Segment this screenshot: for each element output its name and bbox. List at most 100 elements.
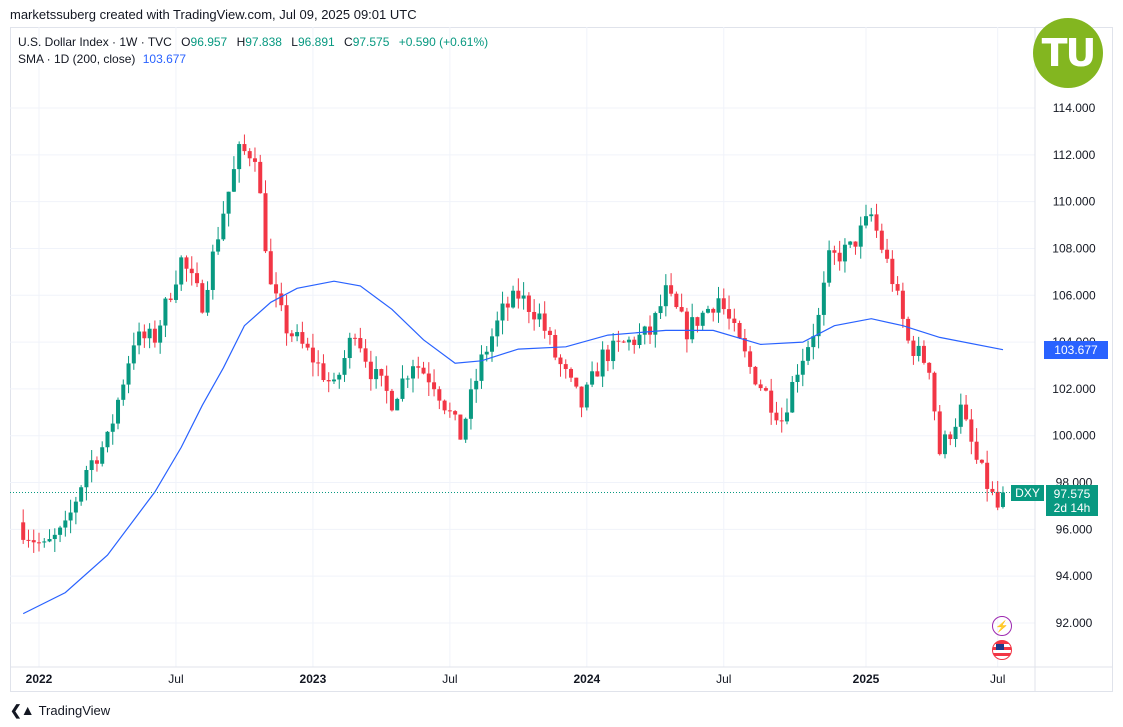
high-label: H <box>236 35 246 49</box>
candle-body <box>42 541 47 543</box>
candles <box>21 134 1005 553</box>
candle-body <box>837 252 842 262</box>
time-tick-label: Jul <box>168 672 183 686</box>
sma-polyline <box>22 280 1004 615</box>
us-flag-icon[interactable] <box>992 640 1012 660</box>
price-chart[interactable]: 114.000112.000110.000108.000106.000104.0… <box>10 27 1113 692</box>
candle-body <box>21 522 26 540</box>
candle-body <box>279 293 284 306</box>
footer-brand[interactable]: TradingView <box>38 703 111 718</box>
candle-body <box>505 303 510 308</box>
brand-logo-text: TU <box>1041 31 1097 75</box>
candle-body <box>879 230 884 250</box>
candle-body <box>58 527 63 535</box>
candle-body <box>658 306 663 314</box>
candle-body <box>653 313 658 335</box>
candle-body <box>490 336 495 352</box>
candle-body <box>358 338 363 349</box>
last-price-badge-text: 97.575 <box>1054 487 1091 501</box>
candle-body <box>864 216 868 226</box>
candle-body <box>195 273 200 284</box>
price-tick-label: 110.000 <box>1053 195 1096 209</box>
candle-body <box>421 367 426 374</box>
low-value: 96.891 <box>297 35 335 49</box>
candle-body <box>484 351 489 355</box>
candle-body <box>268 251 273 285</box>
close-label: C <box>344 35 353 49</box>
candle-body <box>537 313 542 320</box>
candle-body <box>711 308 716 313</box>
candle-body <box>100 447 105 464</box>
candle-body <box>674 293 679 308</box>
candle-body <box>526 295 531 312</box>
candle-body <box>221 213 226 240</box>
candle-body <box>632 339 637 345</box>
candle-body <box>474 380 479 390</box>
sma-legend[interactable]: SMA · 1D (200, close) 103.677 <box>18 52 186 66</box>
candle-body <box>252 158 257 162</box>
brand-logo: TU <box>1033 18 1103 88</box>
symbol-legend: U.S. Dollar Index · 1W · TVC O96.957 H 97… <box>18 35 488 49</box>
candle-body <box>274 284 279 294</box>
candle-body <box>458 414 463 440</box>
candle-body <box>47 539 52 542</box>
candle-body <box>189 268 194 274</box>
candle-body <box>363 348 368 362</box>
candle-body <box>932 372 937 412</box>
candle-body <box>542 313 547 331</box>
candle-body <box>237 144 242 170</box>
candle-body <box>68 512 73 521</box>
low-label: L <box>291 35 298 49</box>
candle-body <box>874 214 879 231</box>
candle-body <box>131 345 136 364</box>
candle-body <box>379 369 384 376</box>
price-axis[interactable]: 114.000112.000110.000108.000106.000104.0… <box>1052 101 1096 630</box>
candle-body <box>389 390 394 411</box>
candle-body <box>511 290 516 308</box>
candle-body <box>590 371 595 385</box>
candle-body <box>906 318 911 341</box>
sma-legend-label: SMA · 1D (200, close) <box>18 52 136 66</box>
candle-body <box>205 289 210 313</box>
open-value: 96.957 <box>190 35 228 49</box>
candle-body <box>258 161 263 194</box>
change-value: +0.590 (+0.61%) <box>398 35 489 49</box>
candle-body <box>774 412 779 421</box>
candle-body <box>763 388 768 391</box>
candle-body <box>395 398 400 411</box>
open-label: O <box>181 35 191 49</box>
us-flag-canton <box>996 644 1004 650</box>
candle-body <box>137 331 142 346</box>
last-price-badge <box>1046 485 1098 516</box>
candle-body <box>584 384 589 408</box>
candle-body <box>958 404 963 427</box>
symbol-badge-text: DXY <box>1015 486 1040 500</box>
candle-body <box>716 298 721 313</box>
close-value: 97.575 <box>352 35 390 49</box>
candle-body <box>927 362 932 373</box>
symbol-title[interactable]: U.S. Dollar Index · 1W · TVC <box>18 35 172 49</box>
candle-body <box>284 305 289 334</box>
candle-body <box>848 241 853 245</box>
candle-body <box>790 381 795 413</box>
candle-body <box>1000 492 1005 507</box>
lightning-icon[interactable]: ⚡ <box>992 616 1012 636</box>
candle-body <box>626 339 631 343</box>
candle-body <box>331 379 336 382</box>
candle-body <box>621 341 626 343</box>
time-axis[interactable]: 2022 Jul 2023 Jul 2024 Jul 2025 Jul <box>26 672 1006 686</box>
price-tick-label: 94.000 <box>1056 569 1093 583</box>
candle-body <box>247 151 252 159</box>
footer: ❮▲ TradingView <box>10 702 110 719</box>
candle-body <box>574 377 579 387</box>
candle-body <box>289 333 294 337</box>
price-tick-label: 106.000 <box>1052 288 1096 302</box>
candle-body <box>784 412 789 422</box>
price-tick-label: 108.000 <box>1052 241 1096 255</box>
candle-body <box>226 191 231 214</box>
candle-body <box>495 320 500 337</box>
time-tick-label: 2025 <box>853 672 880 686</box>
candle-body <box>821 282 826 315</box>
candle-body <box>705 308 710 313</box>
candle-body <box>37 542 41 544</box>
